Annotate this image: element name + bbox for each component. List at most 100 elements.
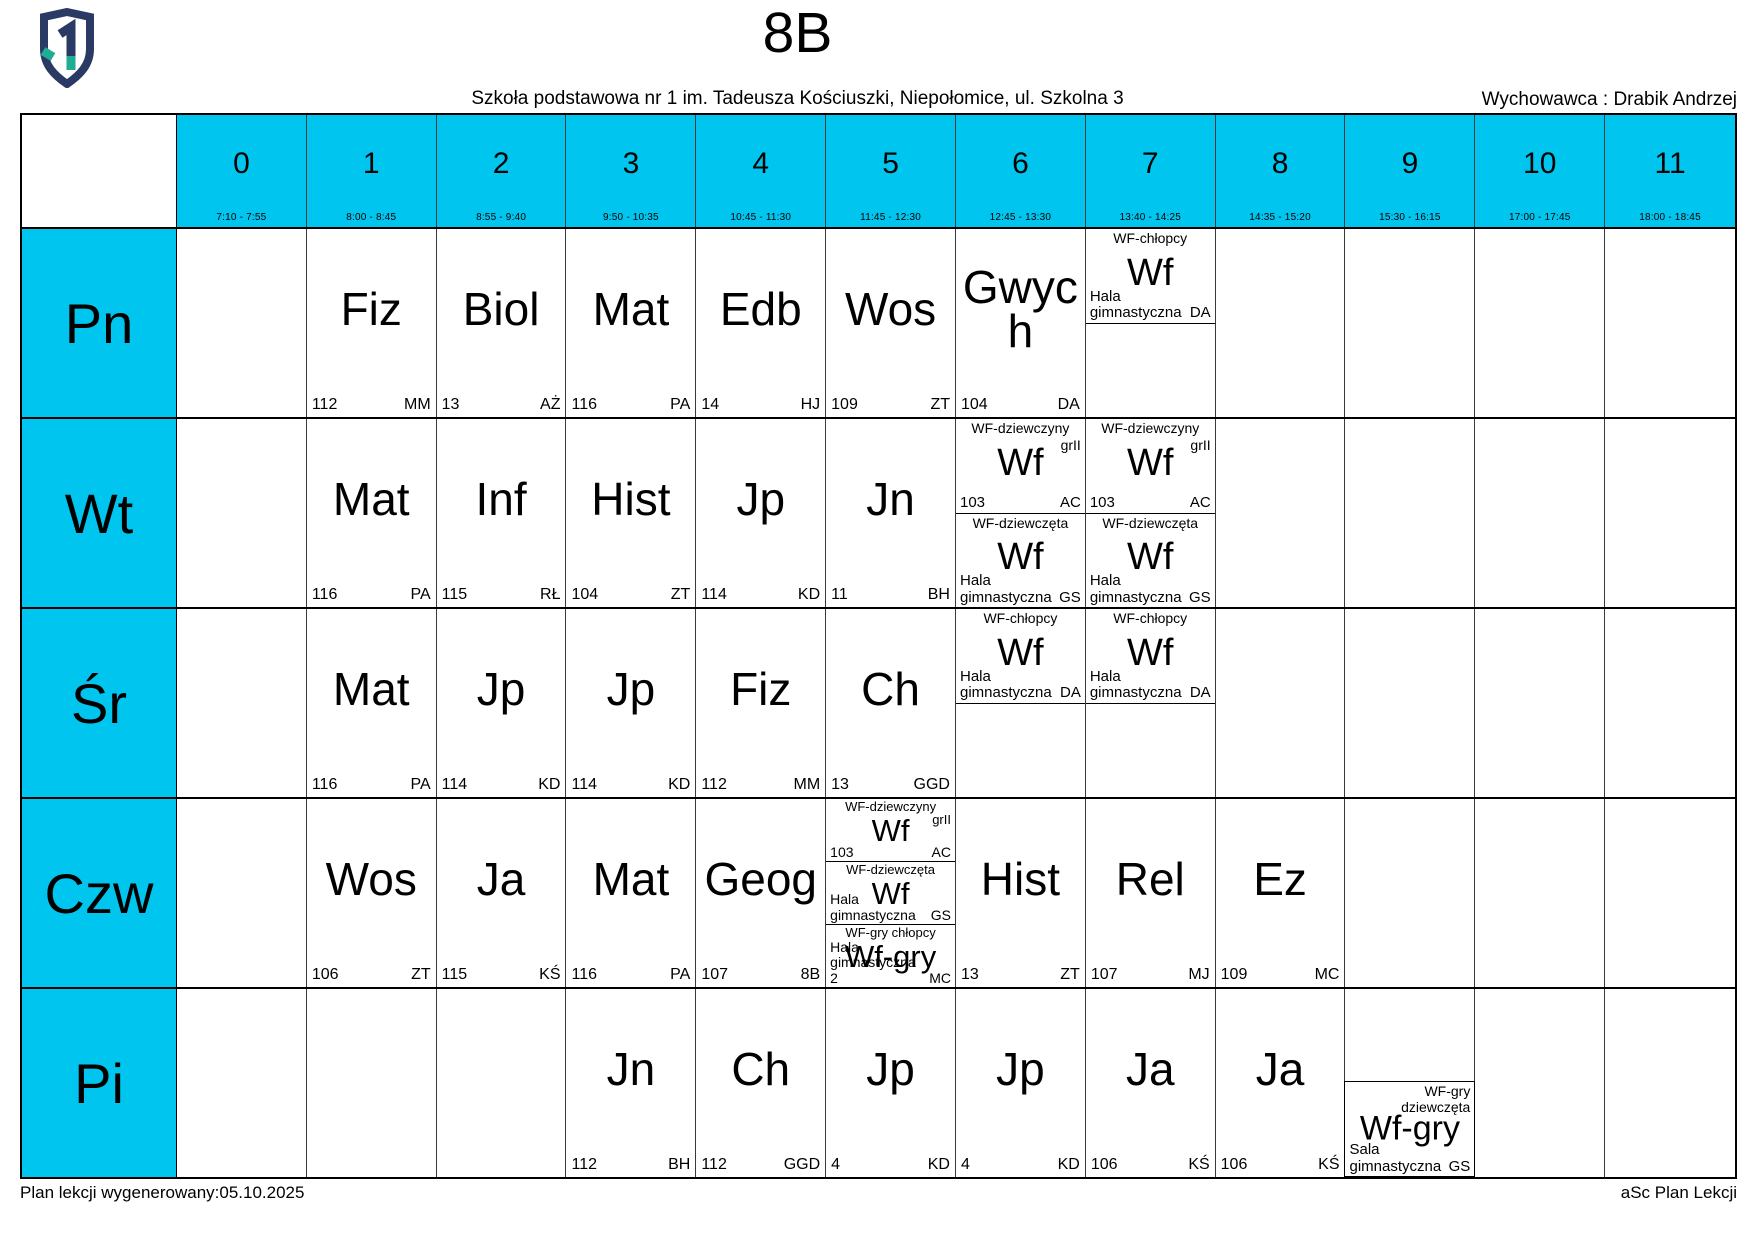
page-header: 8B Szkoła podstawowa nr 1 im. Tadeusza K… (0, 0, 1755, 112)
empty-cell (1345, 799, 1476, 987)
empty-group-box (1086, 704, 1215, 798)
hour-header: 4 10:45 - 11:30 (696, 115, 827, 227)
lesson-teacher: 8B (800, 966, 821, 983)
empty-cell (1475, 419, 1606, 607)
lesson-room: 107 (701, 966, 729, 983)
lesson-room: 109 (831, 396, 858, 413)
lesson-subject: Mat (332, 473, 410, 526)
lesson-cell: Mat 116 PA (566, 799, 697, 987)
lesson-room: 107 (1090, 966, 1118, 983)
lesson-room: 112 (571, 1156, 597, 1173)
lesson-teacher: MC (1314, 966, 1340, 983)
lesson-meta: 13 ZT (961, 966, 1080, 984)
lesson-subject: Mat (332, 663, 410, 716)
lesson-teacher: AC (931, 843, 951, 860)
lesson-subject: Mat (592, 283, 670, 336)
lesson-cell: Edb 14 HJ (696, 229, 827, 417)
lesson-cell: Jn 112 BH (566, 989, 697, 1177)
lesson-meta: 13 GGD (831, 776, 950, 794)
lesson-room: 103 (1089, 494, 1115, 511)
empty-cell (177, 609, 307, 797)
empty-cell (1475, 989, 1606, 1177)
lesson-cell: Wos 106 ZT (306, 799, 437, 987)
hour-number: 1 (362, 146, 380, 180)
empty-cell (1345, 419, 1476, 607)
lesson-cell: WF-chłopcy Wf Hala gimnastyczna DA (1085, 609, 1216, 798)
lesson-meta: Hala gimnastyczna DA (960, 668, 1081, 702)
lesson-group-name: WF-gry chłopcy (845, 925, 936, 940)
lesson-teacher: MM (404, 396, 431, 413)
lesson-teacher: GS (1188, 588, 1211, 606)
lesson-teacher: ZT (1060, 966, 1080, 983)
lesson-cell: Fiz 112 MM (696, 609, 827, 797)
lesson-cell: Jp 114 KD (436, 609, 567, 797)
empty-cell (306, 989, 437, 1177)
lesson-meta: 109 MC (1221, 966, 1340, 984)
lesson-meta: 4 KD (961, 1156, 1080, 1174)
lesson-teacher: DA (1189, 684, 1211, 701)
lesson-cell: Ja 115 KŚ (436, 799, 567, 987)
lesson-cell: Mat 116 PA (306, 609, 437, 797)
empty-group-box (1086, 324, 1215, 418)
lesson-meta: 107 MJ (1091, 966, 1210, 984)
lesson-teacher: PA (670, 966, 691, 983)
hour-header: 3 9:50 - 10:35 (566, 115, 697, 227)
timetable-header-row: 0 7:10 - 7:55 1 8:00 - 8:45 2 8:55 - 9:40 3 9:5… (22, 115, 1735, 229)
lesson-meta: Hala gimnastyczna GS (1090, 572, 1211, 606)
lesson-subject: Geog (704, 853, 817, 906)
lesson-room: 13 (831, 776, 849, 793)
lesson-cell: WF-chłopcy Wf Hala gimnastyczna DA (1085, 229, 1216, 418)
lesson-room: 114 (701, 586, 727, 603)
lesson-cell: Jn 11 BH (826, 419, 956, 607)
hour-time: 15:30 - 16:15 (1379, 212, 1441, 223)
lesson-meta: 103 AC (959, 494, 1081, 512)
lesson-group-box: WF-chłopcy Wf Hala gimnastyczna DA (955, 609, 1085, 704)
lesson-meta: 104 ZT (571, 586, 690, 604)
lesson-meta: Sala gimnastyczna GS (1349, 1141, 1470, 1175)
lesson-subject: Ez (1253, 853, 1307, 906)
lesson-group-name: WF-chłopcy (1113, 610, 1188, 626)
lesson-cell: WF-dziewczyny grII Wf 103 AC WF-dziewczęta Wf H… (955, 419, 1086, 607)
empty-cell (1475, 229, 1606, 417)
empty-cell (1605, 799, 1735, 987)
day-label: Śr (22, 609, 177, 797)
hour-time: 9:50 - 10:35 (603, 212, 659, 223)
lesson-cell: Hist 104 ZT (566, 419, 697, 607)
day-label: Czw (22, 799, 177, 987)
lesson-room: 103 (959, 494, 986, 511)
lesson-meta: 109 ZT (831, 396, 950, 414)
lesson-subject: Hist (591, 473, 671, 526)
lesson-cell: Jp 114 KD (566, 609, 697, 797)
hour-number: 8 (1271, 146, 1289, 180)
lesson-meta: Hala gimnastyczna 2 MC (830, 939, 951, 986)
lesson-subject: Wf (871, 813, 910, 849)
empty-cell (177, 229, 307, 417)
lesson-teacher: MJ (1188, 966, 1210, 983)
lesson-cell: WF-chłopcy Wf Hala gimnastyczna DA (955, 609, 1086, 797)
generated-date: Plan lekcji wygenerowany:05.10.2025 (20, 1183, 305, 1202)
lesson-teacher: MC (929, 969, 951, 986)
lesson-teacher: ZT (930, 396, 950, 413)
lesson-subject: Wf (871, 876, 910, 912)
lesson-meta: 106 KŚ (1221, 1156, 1340, 1174)
lesson-meta: 116 PA (312, 776, 431, 794)
lesson-subject: Wf (1127, 251, 1174, 294)
lesson-subject: Wf (1127, 441, 1174, 484)
lesson-meta: 112 MM (312, 396, 431, 414)
shield-number-1-icon (40, 7, 94, 89)
lesson-room: 103 (830, 843, 854, 860)
lesson-room: 13 (441, 396, 460, 413)
hour-time: 13:40 - 14:25 (1119, 212, 1182, 223)
lesson-teacher: ZT (411, 966, 431, 983)
empty-cell (177, 989, 307, 1177)
hour-number: 2 (492, 146, 510, 180)
hour-header: 2 8:55 - 9:40 (436, 115, 567, 227)
lesson-room: 106 (1220, 1156, 1248, 1173)
lesson-room: 116 (571, 966, 597, 983)
empty-cell (436, 989, 567, 1177)
empty-cell (1605, 419, 1735, 607)
lesson-room: 106 (311, 966, 339, 983)
lesson-meta: 106 ZT (312, 966, 431, 984)
lesson-group-box: WF-gry chłopcy Wf-gry Hala gimnastyczna 2 M… (826, 925, 955, 987)
lesson-subject: Wos (325, 853, 417, 906)
